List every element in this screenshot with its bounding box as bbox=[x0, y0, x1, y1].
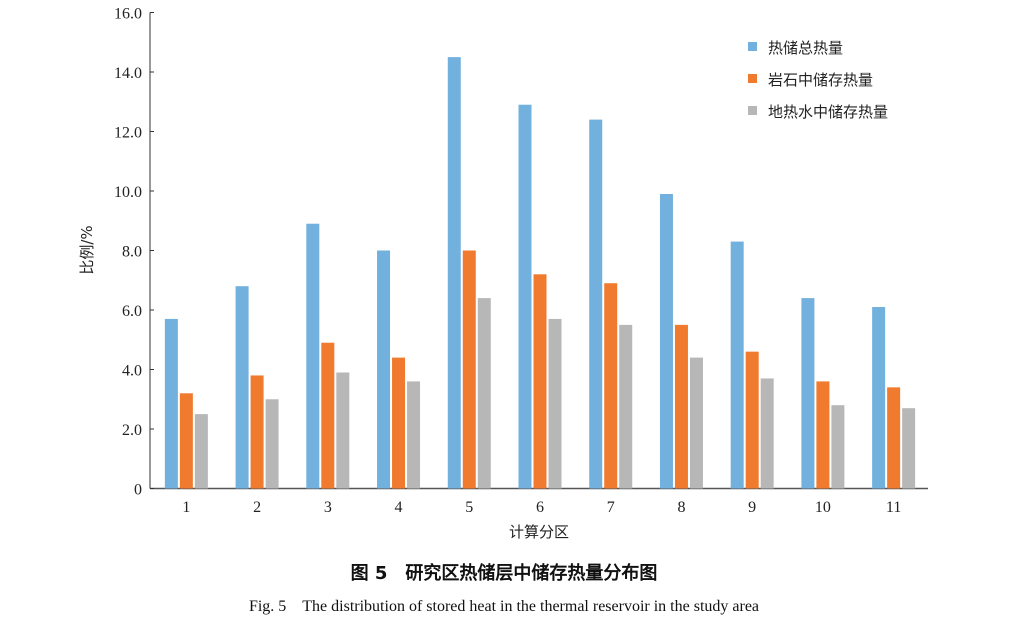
x-tick-label: 10 bbox=[815, 499, 831, 516]
bar bbox=[872, 307, 886, 489]
x-tick-label: 7 bbox=[607, 499, 615, 516]
bar bbox=[194, 414, 208, 489]
bar bbox=[179, 393, 193, 489]
y-tick-label: 8.0 bbox=[122, 244, 142, 261]
x-tick-label: 5 bbox=[465, 499, 473, 516]
bar bbox=[235, 286, 249, 489]
y-tick-label: 0 bbox=[134, 482, 142, 499]
bar bbox=[462, 250, 476, 489]
bar bbox=[533, 274, 547, 489]
bar bbox=[265, 399, 279, 489]
y-tick-label: 4.0 bbox=[122, 363, 142, 380]
legend-swatch bbox=[748, 74, 757, 83]
y-axis-label: 比例/% bbox=[78, 225, 96, 274]
bar bbox=[306, 223, 320, 489]
y-tick-label: 2.0 bbox=[122, 422, 142, 439]
y-tick-label: 14.0 bbox=[114, 65, 142, 82]
bar bbox=[689, 357, 703, 489]
bar bbox=[164, 318, 178, 489]
bar bbox=[760, 378, 774, 489]
legend-swatch bbox=[748, 106, 757, 115]
legend-label: 热储总热量 bbox=[768, 39, 843, 57]
bar bbox=[816, 381, 830, 489]
bar bbox=[674, 324, 688, 489]
bar bbox=[407, 381, 421, 489]
x-axis-label: 计算分区 bbox=[509, 523, 569, 541]
bars bbox=[164, 57, 916, 489]
bar bbox=[589, 119, 603, 489]
bar bbox=[392, 357, 406, 489]
bar bbox=[730, 241, 744, 489]
bar bbox=[477, 298, 491, 489]
y-tick-label: 16.0 bbox=[114, 6, 142, 23]
bar bbox=[548, 318, 562, 489]
bar bbox=[336, 372, 350, 489]
bar bbox=[604, 283, 618, 489]
caption-cn: 图 5 研究区热储层中储存热量分布图 bbox=[351, 562, 658, 584]
bar bbox=[447, 57, 461, 489]
x-tick-label: 8 bbox=[677, 499, 685, 516]
bar bbox=[518, 104, 532, 489]
y-tick-label: 6.0 bbox=[122, 303, 142, 320]
bar bbox=[902, 408, 916, 489]
y-tick-label: 12.0 bbox=[114, 125, 142, 142]
axes: 0 2.0 4.0 6.0 8.0 10.0 12.0 14.0 16.0 1 2 3 4 5 6 7 8 9 10… bbox=[114, 6, 928, 516]
caption-en: Fig. 5 The distribution of stored heat i… bbox=[249, 598, 759, 615]
x-tick-label: 1 bbox=[182, 499, 190, 516]
bar bbox=[801, 298, 815, 489]
bar bbox=[745, 351, 759, 489]
bar bbox=[659, 193, 673, 489]
bar bbox=[619, 324, 633, 489]
legend-label: 地热水中储存热量 bbox=[768, 103, 888, 121]
y-tick-label: 10.0 bbox=[114, 184, 142, 201]
legend-label: 岩石中储存热量 bbox=[768, 71, 873, 89]
bar bbox=[887, 387, 901, 489]
x-tick-label: 3 bbox=[324, 499, 332, 516]
x-tick-label: 11 bbox=[886, 499, 901, 516]
bar bbox=[250, 375, 264, 489]
bar bbox=[377, 250, 391, 489]
x-tick-label: 2 bbox=[253, 499, 261, 516]
bar bbox=[831, 405, 845, 489]
legend-swatch bbox=[748, 42, 757, 51]
x-tick-label: 4 bbox=[395, 499, 403, 516]
x-tick-label: 9 bbox=[748, 499, 756, 516]
bar bbox=[321, 342, 335, 489]
x-tick-label: 6 bbox=[536, 499, 544, 516]
